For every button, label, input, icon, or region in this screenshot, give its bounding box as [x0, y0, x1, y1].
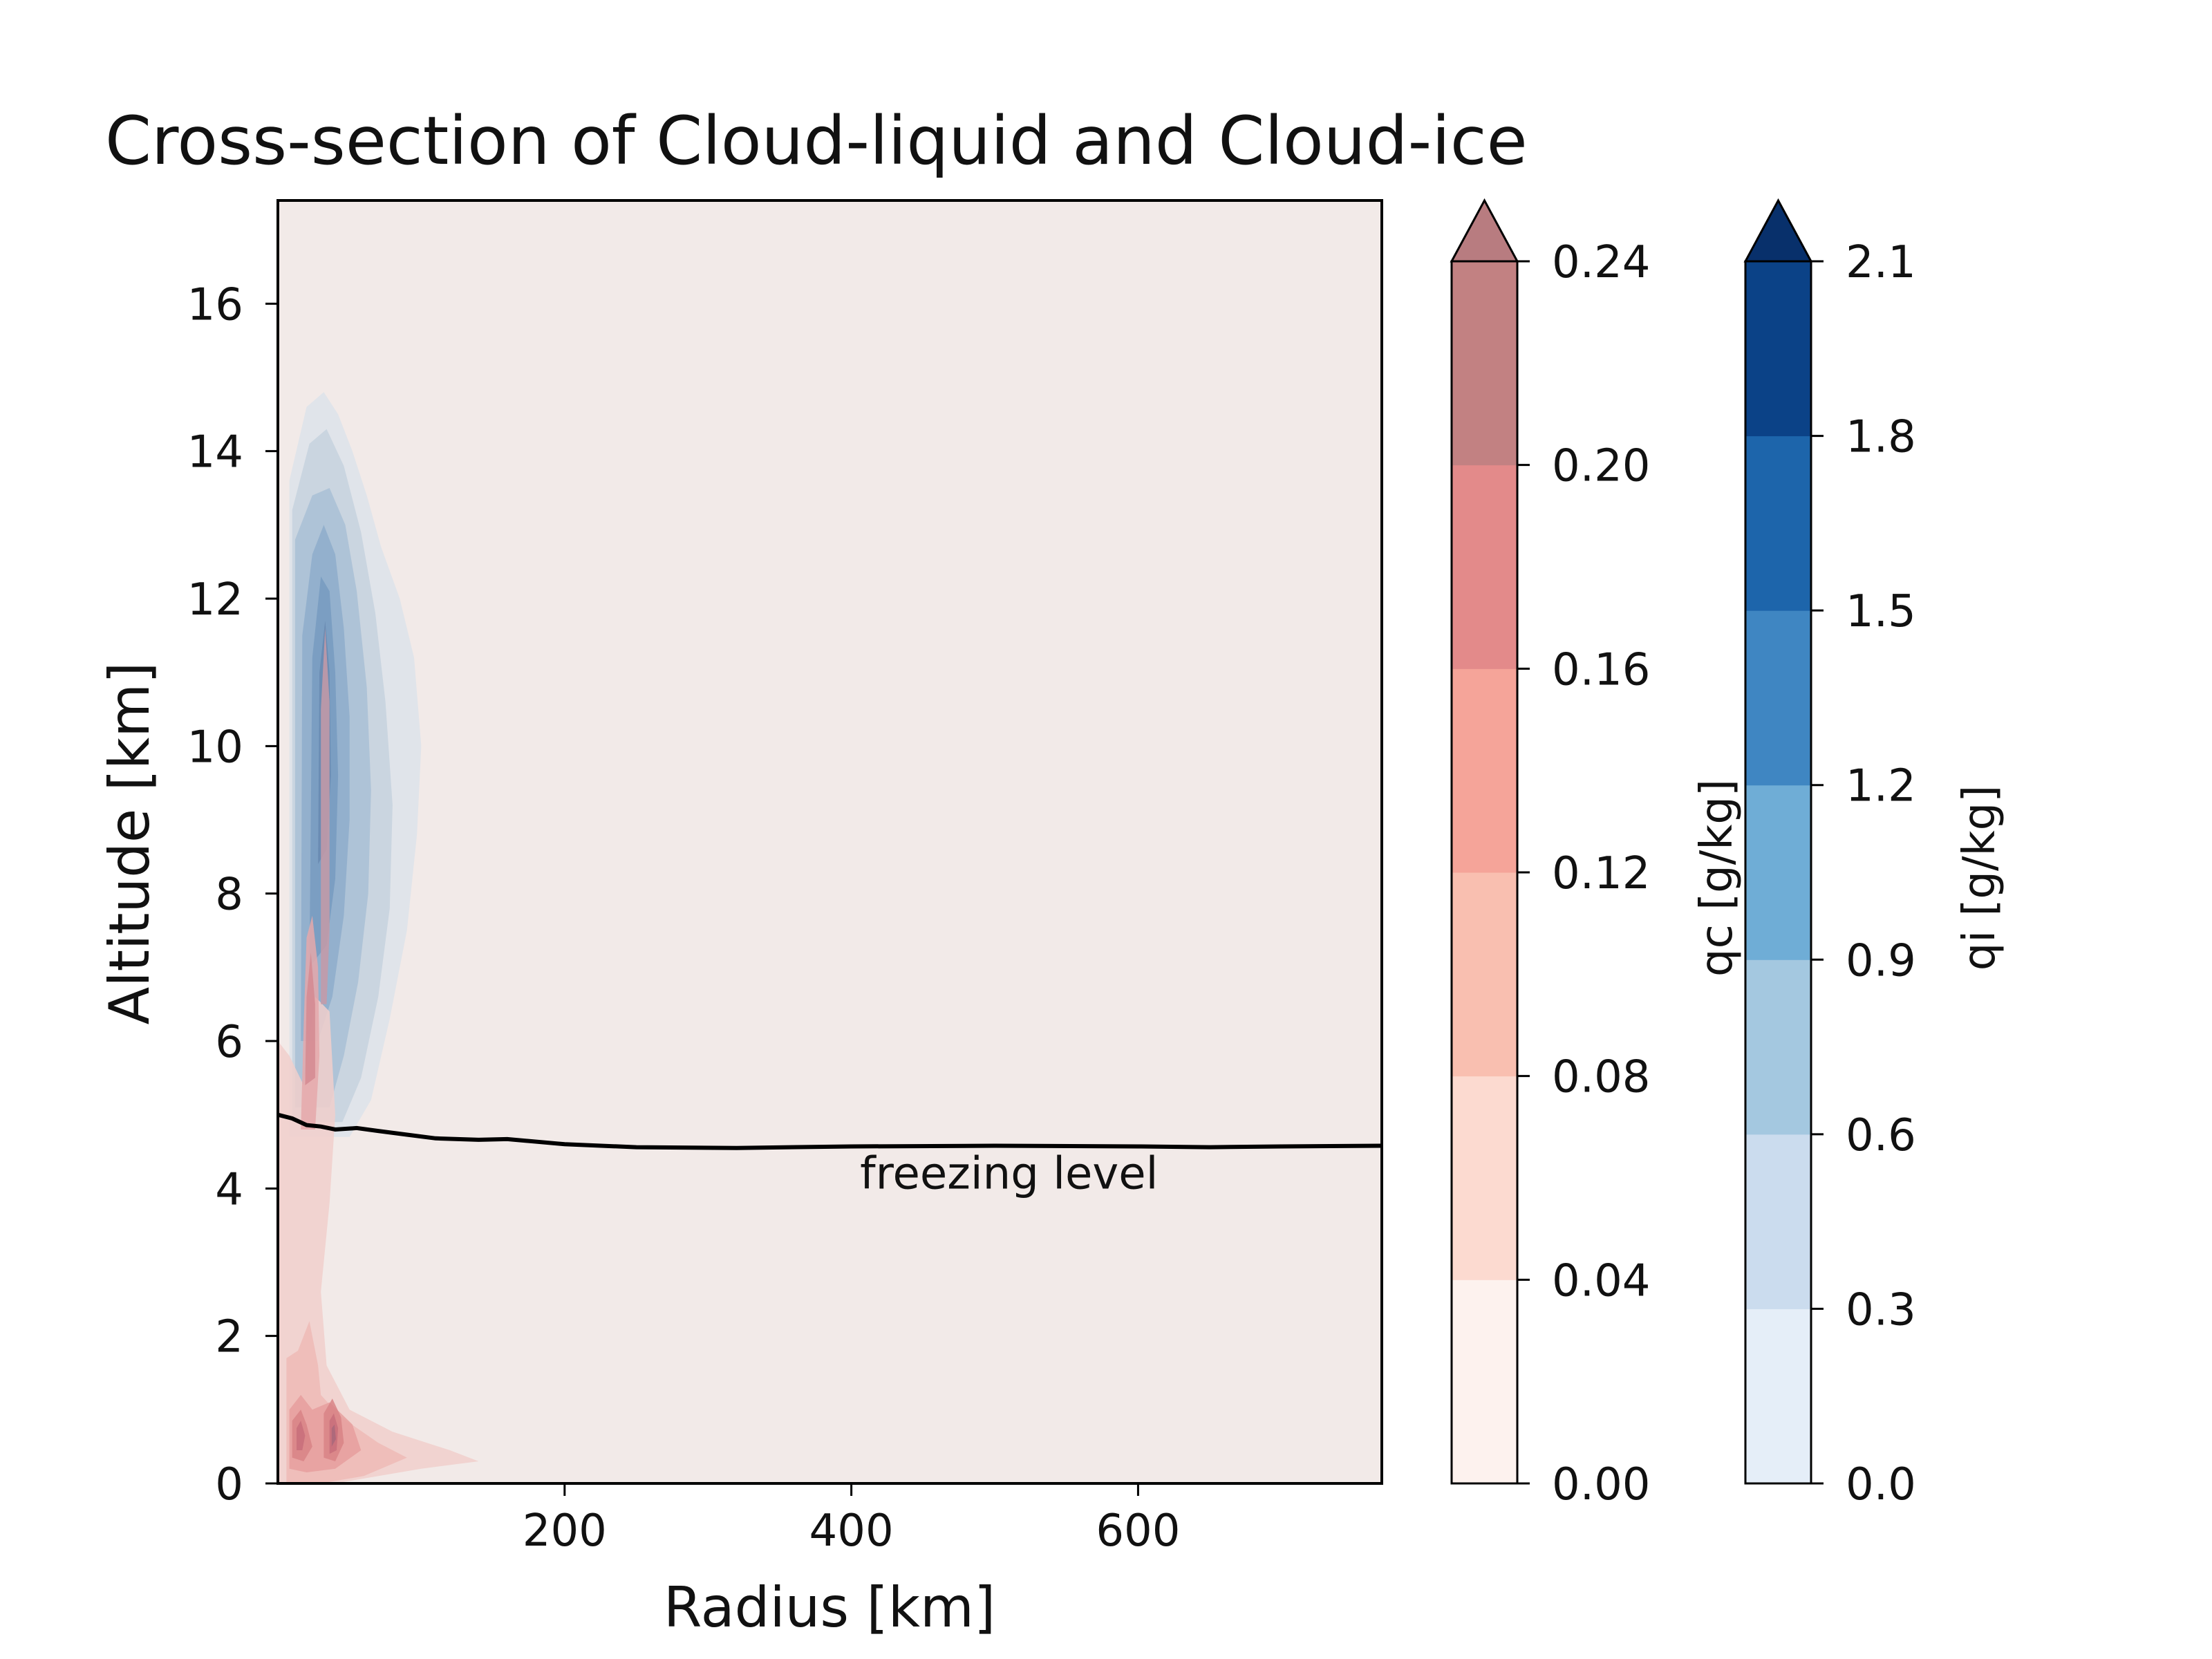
x-tick-label: 200	[523, 1506, 607, 1557]
colorbar-segment	[1452, 261, 1517, 466]
plot-frame	[276, 199, 1383, 1485]
colorbar-segment	[1452, 465, 1517, 669]
freezing-level-label: freezing level	[860, 1148, 1158, 1199]
chart-title: Cross-section of Cloud-liquid and Cloud-…	[105, 102, 1528, 180]
colorbar-tick-label: 1.5	[1846, 586, 1916, 637]
colorbar-tick-label: 0.3	[1846, 1284, 1916, 1335]
y-tick-label: 4	[215, 1164, 243, 1215]
qc-contour-level-1	[278, 997, 479, 1483]
qc-contour-level-5	[297, 1421, 306, 1450]
colorbar-tick-label: 0.12	[1552, 848, 1651, 899]
x-tick-label: 400	[809, 1506, 894, 1557]
plot-background	[278, 200, 1382, 1483]
colorbar-tick-label: 0.00	[1552, 1459, 1651, 1510]
colorbar-segment	[1745, 610, 1811, 786]
y-tick-label: 16	[187, 279, 243, 330]
y-tick-label: 8	[215, 870, 243, 921]
colorbar-tick-label: 0.24	[1552, 237, 1651, 288]
colorbar-tick-label: 0.9	[1846, 935, 1916, 986]
qc-contour-level-2	[321, 628, 330, 1004]
colorbar-segment	[1452, 668, 1517, 873]
colorbar-tick-label: 1.8	[1846, 412, 1916, 463]
qc-contour-level-3	[305, 953, 315, 1085]
x-tick-label: 600	[1096, 1506, 1180, 1557]
colorbar-tick-label: 0.16	[1552, 644, 1651, 695]
y-tick-label: 14	[187, 427, 243, 478]
colorbar-segment	[1745, 959, 1811, 1135]
qc-colorbar: 0.00 0.04 0.08 0.12 0.16 0.20 0.24 qc [g/kg]	[1450, 198, 1743, 1510]
x-axis-ticks: 200 400 600	[523, 1483, 1180, 1557]
colorbar-segment	[1745, 1134, 1811, 1309]
colorbar-segment	[1745, 435, 1811, 611]
qc-contour-level-6	[331, 1424, 336, 1447]
colorbar-segment	[1452, 872, 1517, 1077]
contour-layer	[278, 392, 479, 1483]
colorbar-tick-label: 0.20	[1552, 441, 1651, 492]
colorbar-tick-label: 2.1	[1846, 237, 1916, 288]
colorbar-name: qi [g/kg]	[1954, 785, 2005, 971]
colorbar-segment	[1745, 261, 1811, 437]
y-tick-label: 2	[215, 1312, 243, 1363]
y-tick-label: 12	[187, 574, 243, 626]
colorbar-name: qc [g/kg]	[1691, 779, 1743, 977]
colorbar-segment	[1452, 1280, 1517, 1484]
colorbar-segment	[1452, 1076, 1517, 1280]
colorbar-tick-label: 1.2	[1846, 761, 1916, 812]
colorbar-extend-arrow	[1743, 198, 1813, 263]
colorbar-tick-label: 0.0	[1846, 1459, 1916, 1510]
colorbar-tick-label: 0.08	[1552, 1052, 1651, 1103]
qi-colorbar: 0.0 0.3 0.6 0.9 1.2 1.5 1.8 2.1 qi [g/kg]	[1743, 198, 2005, 1510]
colorbar-segment	[1745, 785, 1811, 960]
colorbar-frame	[1744, 260, 1812, 1485]
y-tick-label: 10	[187, 722, 243, 773]
colorbar-segment	[1745, 1309, 1811, 1484]
y-tick-label: 6	[215, 1017, 243, 1068]
colorbar-tick-label: 0.04	[1552, 1255, 1651, 1306]
plot-area: freezing level 200 400 600 0 2 4 6 8 10 12 14 16	[187, 199, 1383, 1557]
freezing-level-line	[278, 1112, 1382, 1150]
x-axis-label: Radius [km]	[664, 1575, 995, 1640]
y-axis-ticks: 0 2 4 6 8 10 12 14 16	[187, 279, 278, 1510]
colorbar-tick-label: 0.6	[1846, 1110, 1916, 1161]
colorbar-extend-arrow	[1450, 198, 1519, 263]
y-axis-label: Altitude [km]	[97, 662, 162, 1025]
y-tick-label: 0	[215, 1459, 243, 1510]
